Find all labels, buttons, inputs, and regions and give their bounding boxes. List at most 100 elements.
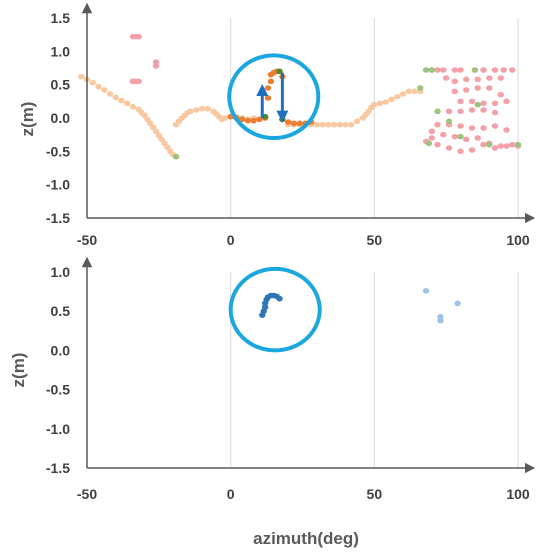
top-point-green — [486, 141, 493, 148]
top-point-light-orange — [101, 87, 108, 93]
top-y-tick-label: 0.0 — [51, 110, 71, 126]
top-point-light-orange — [112, 94, 119, 101]
top-point-light-orange — [330, 121, 338, 128]
top-point-pink — [468, 107, 476, 113]
top-point-light-orange — [336, 121, 344, 128]
top-point-pink — [491, 109, 499, 116]
top-point-pink — [503, 98, 510, 105]
top-point-pink — [445, 145, 453, 151]
top-point-pink — [135, 33, 142, 40]
top-point-pink — [440, 131, 447, 138]
top-point-light-orange — [342, 121, 349, 128]
top-point-light-orange — [155, 132, 163, 139]
top-point-pink — [474, 135, 481, 141]
top-chart-grid — [230, 18, 519, 218]
top-point-pink — [457, 67, 464, 73]
top-point-green — [422, 67, 430, 73]
top-point-light-orange — [388, 96, 395, 103]
bottom-x-tick-label: 50 — [367, 486, 383, 502]
top-point-orange — [264, 85, 272, 91]
bottom-chart-ticks: -50 0 50 100 1.0 0.5 0.0 -0.5 -1.0 -1.5 — [46, 264, 530, 502]
top-point-pink — [442, 75, 450, 81]
top-point-green — [457, 133, 464, 140]
top-point-light-orange — [124, 100, 131, 107]
top-point-pink — [468, 147, 476, 153]
top-point-light-orange — [198, 105, 206, 112]
top-y-tick-label: 0.5 — [51, 77, 71, 93]
bottom-chart-marks — [259, 288, 461, 324]
bottom-y-tick-label: 1.0 — [51, 264, 71, 280]
top-point-light-orange — [411, 88, 418, 95]
top-point-pink — [428, 135, 435, 141]
top-point-light-orange — [187, 108, 194, 115]
top-chart-annotations — [227, 53, 321, 140]
top-point-pink — [474, 76, 481, 83]
top-point-light-orange — [221, 115, 229, 121]
top-point-pink — [451, 78, 458, 85]
top-x-tick-label: 0 — [227, 232, 235, 248]
top-point-green — [417, 85, 424, 91]
bottom-y-tick-label: -0.5 — [46, 382, 70, 398]
top-point-pink — [474, 85, 481, 91]
top-point-pink — [480, 107, 487, 113]
top-point-light-orange — [147, 120, 154, 127]
top-y-tick-label: 1.5 — [51, 10, 71, 26]
top-point-orange — [264, 95, 272, 101]
top-point-pink — [463, 136, 470, 143]
top-point-pink — [468, 98, 476, 105]
top-point-pink — [451, 67, 458, 73]
top-point-pink — [440, 67, 447, 73]
top-point-orange — [284, 119, 292, 125]
top-point-pink — [451, 133, 458, 140]
top-x-tick-label: 100 — [506, 232, 530, 248]
top-y-tick-label: -1.5 — [46, 210, 70, 226]
top-point-pink — [491, 67, 499, 73]
top-point-orange — [296, 120, 303, 127]
top-point-light-orange — [95, 83, 102, 90]
top-point-green — [445, 118, 453, 125]
top-point-pink — [486, 85, 493, 91]
top-point-pink — [457, 148, 464, 155]
top-point-light-orange — [192, 107, 200, 113]
top-point-orange — [267, 78, 275, 85]
top-point-pink — [509, 141, 516, 148]
top-chart: -50 0 50 100 1.5 1.0 0.5 0.0 -0.5 -1.0 -1.5 z(m) — [18, 2, 536, 248]
top-point-orange — [238, 116, 246, 123]
top-x-tick-label: 50 — [367, 232, 383, 248]
bottom-point-light-blue — [454, 300, 461, 307]
top-point-light-orange — [204, 105, 211, 112]
bottom-point-dark-blue — [261, 304, 269, 311]
top-point-light-orange — [405, 88, 413, 95]
top-point-light-orange — [164, 144, 171, 151]
top-point-pink — [491, 123, 499, 129]
top-point-pink — [463, 87, 470, 93]
bottom-y-tick-label: -1.5 — [46, 460, 70, 476]
top-point-pink — [491, 145, 499, 151]
bottom-point-light-blue — [422, 288, 430, 294]
bottom-y-tick-label: 0.5 — [51, 303, 71, 319]
top-point-light-orange — [325, 121, 332, 128]
top-point-dark-green — [279, 116, 286, 123]
top-point-pink — [451, 88, 458, 95]
bottom-x-tick-label: -50 — [77, 486, 97, 502]
top-point-orange — [290, 120, 298, 127]
bottom-point-light-blue — [437, 313, 444, 320]
top-point-pink — [497, 75, 504, 81]
bottom-point-light-blue — [437, 317, 444, 324]
bottom-highlight-circle — [228, 266, 322, 353]
top-x-tick-label: -50 — [77, 232, 97, 248]
top-point-light-orange — [149, 124, 157, 131]
top-point-pink — [503, 127, 510, 133]
top-point-pink — [497, 143, 504, 149]
top-point-pink — [468, 125, 476, 131]
bottom-x-tick-label: 0 — [227, 486, 235, 502]
top-point-light-orange — [376, 100, 384, 107]
bottom-chart: -50 0 50 100 1.0 0.5 0.0 -0.5 -1.0 -1.5 z(m) azim… — [9, 256, 536, 548]
top-point-pink — [486, 75, 493, 81]
top-point-green — [474, 101, 481, 108]
top-highlight-circle — [227, 53, 321, 140]
top-point-green — [172, 153, 180, 160]
bottom-x-tick-label: 100 — [506, 486, 530, 502]
top-point-pink — [428, 128, 435, 135]
top-point-pink — [434, 141, 441, 148]
